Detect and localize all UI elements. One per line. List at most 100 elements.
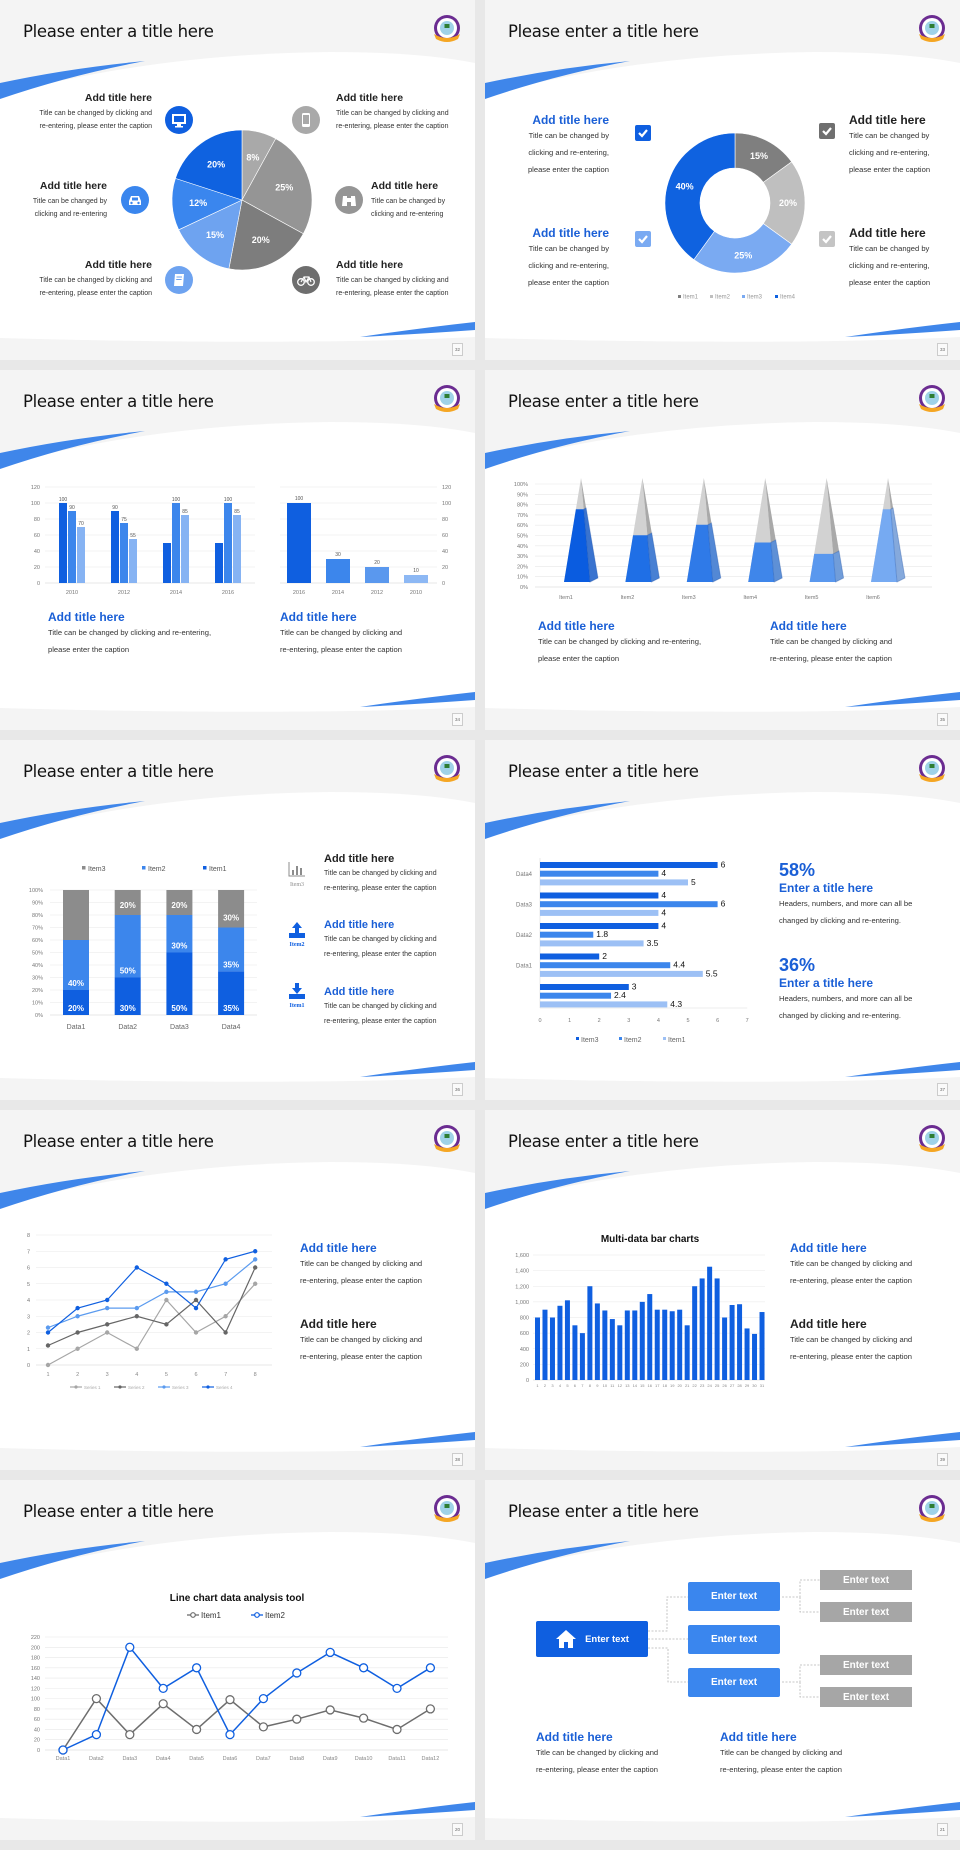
legend-marker [162,1385,166,1389]
x-tick-label: 30 [752,1383,757,1388]
x-tick-label: 2012 [118,590,130,596]
bar [68,511,76,583]
y-tick-label: 90% [517,492,528,498]
caption-line: re-entering, please enter the caption [324,884,437,892]
slide-36[interactable]: 0% 10% 20% 30% 40% 50% 60% 70% 80% 90% 100% 20% 40% D… [0,740,475,1100]
upload-icon [289,922,305,938]
block-title: Add title here [324,919,395,931]
leaf-node[interactable]: Enter text [820,1655,912,1675]
checkbox-icon[interactable] [635,125,651,141]
caption-line: Title can be changed by clicking and [300,1259,423,1268]
slide-33[interactable]: 15% 20% 25% 40% Item1 Item2 Item3 Item4 Please … [485,0,960,360]
bar [564,1300,570,1380]
caption-line: re-entering, please enter the caption [790,1352,913,1361]
leaf-node[interactable]: Enter text [820,1602,912,1622]
x-tick-label: Data4 [222,1024,241,1031]
logo [434,15,460,42]
page-number: 33 [937,343,948,356]
leaf-node[interactable]: Enter text [820,1570,912,1590]
leaf-node[interactable]: Enter text [820,1687,912,1707]
data-point [105,1330,110,1335]
data-point [358,1713,369,1723]
series-line [47,1258,256,1329]
bar [662,1309,668,1380]
legend-swatch [742,295,745,298]
bar-value-label: 10 [413,568,419,574]
checkbox-icon[interactable] [819,231,835,247]
segment-label: 50% [171,1004,187,1013]
y-tick-label: 400 [520,1347,529,1353]
x-tick-label: 28 [737,1383,742,1388]
logo [434,755,460,782]
slide-38[interactable]: 0 1 2 3 4 5 6 7 8 1 2 3 4 5 6 7 8 Series 1 Series 2 Series … [0,1110,475,1470]
middle-node[interactable]: Enter text [688,1668,780,1697]
slide-21[interactable]: Please enter a title here 21 Enter text … [485,1480,960,1840]
block-title: Add title here [849,113,926,127]
bar-value-label: 5 [691,877,696,887]
x-tick-label: 4 [135,1372,138,1378]
slide-34[interactable]: 0 20 40 60 80 100 120 100 90 70 2010 90 75 55 2012 100 8… [0,370,475,730]
y-tick-label: 40% [32,963,43,969]
x-tick-label: 4 [657,1018,660,1024]
slide-20[interactable]: 0 20 40 60 80 100 120 140 160 180 200 220 Data1 Data2… [0,1480,475,1840]
x-tick-label: 2010 [410,590,422,596]
y-tick-label: 1 [27,1347,30,1353]
slide-37[interactable]: 6 4 5 Data4 4 6 4 Data3 4 1.8 3.5 Data2 2 4.4 5.5 Data1… [485,740,960,1100]
checkbox-icon[interactable] [635,231,651,247]
caption-line: Title can be changed by [32,198,107,205]
home-icon [556,1630,577,1648]
bar-value-label: 75 [121,517,127,523]
x-tick-label: Data7 [256,1756,271,1762]
checkbox-icon[interactable] [819,123,835,139]
y-tick-label: 40% [517,544,528,550]
y-tick-label: 40 [34,549,40,555]
legend-marker [190,1612,196,1618]
root-node[interactable]: Enter text [536,1621,648,1657]
bar [326,559,350,583]
data-point [164,1322,169,1327]
bar-value-label: 4 [661,921,666,931]
clustered-bar-chart: 0204060801001201009070201090755520121008… [31,485,451,596]
pie-chart: 8% 25% 20% 15% 12% 20% [171,129,313,271]
y-tick-label: 7 [27,1249,30,1255]
slice-label: 20% [779,198,797,208]
slide-title: Please enter a title here [23,762,214,781]
stat-number: 58% [779,860,816,880]
pyramid-value-side [890,507,906,583]
caption-line: Title can be changed by [371,198,446,205]
slide-39[interactable]: 0 200 400 600 800 1,000 1,200 1,400 1,600 1 2 3 4 5 6 7… [485,1110,960,1470]
data-point [45,1325,51,1330]
slide-title: Please enter a title here [23,22,214,41]
phone-icon [292,106,320,134]
slide-32[interactable]: 8% 25% 20% 15% 12% 20% Please enter a title h… [0,0,475,360]
y-tick-label: 20% [517,564,528,570]
segment-label: 20% [68,1004,84,1013]
x-tick-label: 5 [686,1018,689,1024]
x-tick-label: Data4 [156,1756,171,1762]
x-tick-label: 23 [700,1383,705,1388]
bar [677,1309,683,1380]
segment-label: 20% [171,901,187,910]
y-tick-label: 120 [442,485,451,491]
middle-node[interactable]: Enter text [688,1625,780,1654]
y-tick-label: 1,400 [515,1269,529,1275]
legend-label: Series 3 [172,1385,189,1390]
data-point [75,1330,80,1335]
bar-segment [218,971,245,1015]
y-tick-label: 6 [27,1266,30,1272]
x-tick-label: 2 [598,1018,601,1024]
x-tick-label: 3 [627,1018,630,1024]
series-line [47,1267,256,1347]
middle-node[interactable]: Enter text [688,1582,780,1611]
bar [722,1317,728,1380]
bar [737,1304,743,1380]
x-tick-label: 7 [746,1018,749,1024]
caption-line: re-entering, please enter the caption [536,1765,659,1774]
bar [542,1309,548,1380]
x-tick-label: Data1 [56,1756,71,1762]
x-tick-label: 3 [551,1383,554,1388]
slide-35[interactable]: 0% 10% 20% 30% 40% 50% 60% 70% 80% 90% 100% Item1 It… [485,370,960,730]
data-point [253,1281,258,1286]
bar [540,870,659,877]
x-tick-label: 9 [596,1383,599,1388]
